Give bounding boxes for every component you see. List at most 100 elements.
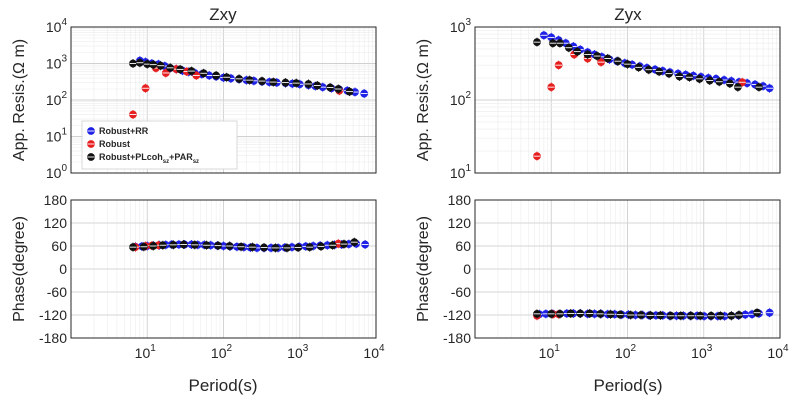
x-tick-label: 103 [691, 343, 713, 361]
axes-frame [474, 199, 781, 339]
data-point-robust-plcoh-sz-par-sz [676, 311, 685, 321]
legend-label-robust: Robust [99, 139, 130, 149]
x-tick-labels: 101 102 103 104 [539, 343, 789, 361]
panel-zyx-phase: 180 120 60 0 -60 -120 -180 101 102 103 104 Phase(… [415, 192, 789, 395]
data-point-robust-plcoh-sz-par-sz [199, 68, 208, 78]
data-point-robust-plcoh-sz-par-sz [576, 308, 585, 318]
data-point-robust [161, 68, 170, 78]
data-point-robust-rr [361, 239, 370, 249]
data-point-robust-plcoh-sz-par-sz [644, 65, 653, 75]
panel-zxy-phase: 180 120 60 0 -60 -120 -180 101 102 103 104 Phase(… [11, 192, 385, 395]
y-tick-label: -180 [443, 330, 471, 346]
data-point-robust-plcoh-sz-par-sz [235, 74, 243, 84]
y-tick-label: 60 [51, 238, 67, 254]
legend-pl-mid: +PAR [169, 152, 193, 162]
data-point-robust-plcoh-sz-par-sz [269, 77, 278, 87]
data-point-robust-plcoh-sz-par-sz [334, 84, 343, 94]
x-tick-label: 104 [767, 343, 789, 361]
y-tick-label: -120 [443, 307, 471, 323]
data-point-robust-plcoh-sz-par-sz [190, 240, 199, 250]
data-point-robust-plcoh-sz-par-sz [222, 72, 231, 82]
y-tick-label: -60 [451, 284, 471, 300]
data-point-robust-rr [741, 310, 750, 320]
grid [70, 27, 376, 174]
data-markers [129, 56, 369, 120]
y-tick-label: -180 [39, 330, 67, 346]
y-tick-label: 180 [448, 192, 472, 208]
y-tick-label: 101 [450, 163, 472, 181]
y-axis-label-resistivity: App. Resis.(Ω m) [415, 39, 432, 161]
data-point-robust-plcoh-sz-par-sz [655, 67, 664, 77]
data-point-robust-plcoh-sz-par-sz [139, 242, 148, 252]
data-point-robust-plcoh-sz-par-sz [212, 70, 221, 80]
data-point-robust-plcoh-sz-par-sz [666, 311, 675, 321]
legend: Robust+RR Robust Robust+PLcohsz+PARsz [81, 120, 238, 170]
data-markers [129, 237, 370, 253]
data-point-robust-plcoh-sz-par-sz [156, 61, 165, 71]
y-tick-label: 103 [450, 17, 472, 35]
y-tick-label: 103 [46, 54, 68, 72]
panel-title-zyx: Zyx [614, 5, 642, 24]
panel-zxy-resistivity: Zxy 100 101 102 103 104 App. Resis.(Ω m) Rob… [11, 5, 377, 181]
y-axis-label-phase: Phase(degree) [415, 216, 432, 322]
data-point-robust-plcoh-sz-par-sz [687, 311, 695, 321]
data-point-robust-plcoh-sz-par-sz [129, 59, 137, 68]
legend-entry-robust: Robust [87, 139, 130, 149]
data-point-robust-plcoh-sz-par-sz [292, 78, 301, 88]
x-tick-label: 103 [287, 343, 309, 361]
data-point-robust-plcoh-sz-par-sz [533, 309, 541, 319]
y-tick-label: 120 [44, 215, 68, 231]
y-tick-label: 104 [46, 17, 68, 35]
data-point-robust-plcoh-sz-par-sz [158, 240, 167, 250]
y-tick-label: 0 [463, 261, 471, 277]
data-point-robust-rr [765, 308, 774, 318]
legend-pl-main: Robust+PLcoh [99, 152, 163, 162]
data-point-robust-plcoh-sz-par-sz [715, 77, 724, 87]
grid [474, 199, 780, 339]
data-point-robust-plcoh-sz-par-sz [716, 311, 725, 321]
data-point-robust-plcoh-sz-par-sz [317, 241, 325, 251]
legend-label-robust-rr: Robust+RR [99, 126, 149, 136]
data-point-robust [129, 110, 137, 120]
data-point-robust-plcoh-sz-par-sz [304, 79, 313, 89]
data-point-robust-plcoh-sz-par-sz [237, 242, 245, 252]
data-point-robust-plcoh-sz-par-sz [271, 243, 280, 253]
data-point-robust-plcoh-sz-par-sz [646, 310, 655, 320]
data-point-robust-plcoh-sz-par-sz [696, 311, 705, 321]
legend-entry-robust-rr: Robust+RR [87, 126, 149, 136]
data-point-robust-plcoh-sz-par-sz [583, 50, 592, 60]
grid [474, 27, 780, 174]
y-tick-label: 60 [455, 238, 471, 254]
y-tick-label: 0 [59, 261, 67, 277]
legend-box [81, 120, 238, 170]
data-point-robust-plcoh-sz-par-sz [313, 80, 322, 90]
y-tick-labels: 180 120 60 0 -60 -120 -180 [443, 192, 471, 346]
data-point-robust-plcoh-sz-par-sz [260, 243, 268, 253]
data-point-robust-plcoh-sz-par-sz [258, 76, 266, 86]
x-tick-label: 102 [211, 343, 233, 361]
data-point-robust-plcoh-sz-par-sz [685, 72, 694, 82]
y-tick-labels: 100 101 102 103 104 [46, 17, 68, 181]
data-point-robust-plcoh-sz-par-sz [637, 310, 645, 320]
data-point-robust-rr [539, 30, 548, 40]
legend-pl-sub1: sz [163, 159, 169, 165]
data-point-robust-plcoh-sz-par-sz [735, 310, 743, 320]
data-point-robust-plcoh-sz-par-sz [176, 64, 185, 74]
data-point-robust-plcoh-sz-par-sz [606, 309, 615, 319]
y-tick-label: 120 [448, 215, 472, 231]
x-tick-label: 102 [615, 343, 637, 361]
data-point-robust-plcoh-sz-par-sz [755, 82, 763, 92]
data-point-robust-plcoh-sz-par-sz [695, 74, 704, 84]
data-point-robust-plcoh-sz-par-sz [187, 66, 196, 76]
x-axis-label: Period(s) [189, 376, 258, 395]
data-point-robust-plcoh-sz-par-sz [727, 311, 736, 321]
data-point-robust-plcoh-sz-par-sz [245, 75, 254, 85]
data-point-robust-plcoh-sz-par-sz [573, 47, 582, 57]
data-point-robust-plcoh-sz-par-sz [725, 79, 734, 89]
data-point-robust-plcoh-sz-par-sz [202, 240, 211, 250]
y-axis-label-phase: Phase(degree) [11, 216, 28, 322]
data-point-robust-plcoh-sz-par-sz [350, 237, 359, 247]
data-point-robust-plcoh-sz-par-sz [675, 71, 684, 81]
data-point-robust-plcoh-sz-par-sz [345, 87, 354, 97]
y-tick-labels: 180 120 60 0 -60 -120 -180 [39, 192, 67, 346]
